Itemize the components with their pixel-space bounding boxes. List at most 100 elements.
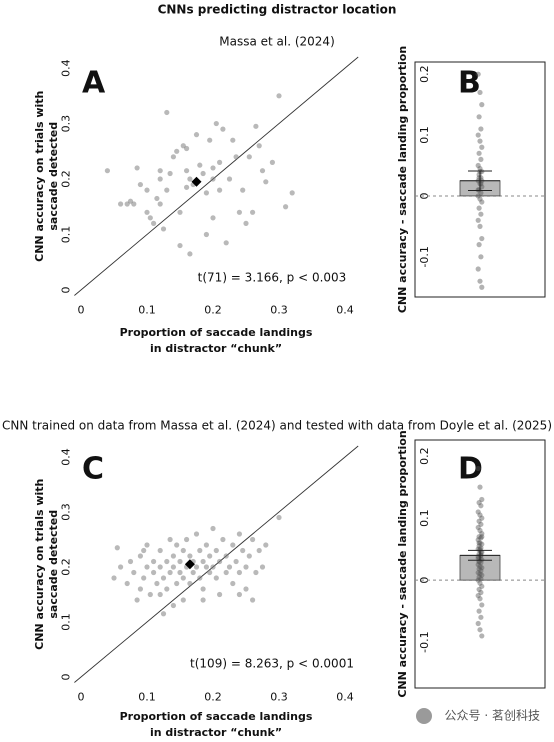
data-point bbox=[184, 145, 190, 152]
data-point bbox=[118, 564, 124, 570]
data-point bbox=[479, 144, 485, 150]
data-point bbox=[193, 531, 200, 537]
panel-letter: C bbox=[82, 452, 104, 487]
data-point bbox=[157, 168, 163, 174]
y-tick-label: 0 bbox=[59, 674, 72, 681]
annotation: t(71) = 3.166, p < 0.003 bbox=[198, 271, 347, 285]
watermark: 公众号 · 茗创科技 bbox=[445, 709, 540, 723]
x-tick-label: 0 bbox=[78, 691, 85, 704]
data-point bbox=[475, 217, 481, 223]
data-point bbox=[476, 150, 482, 156]
subtitle: CNN trained on data from Massa et al. (2… bbox=[2, 419, 552, 433]
data-point bbox=[157, 564, 163, 570]
data-point bbox=[127, 558, 134, 565]
data-point bbox=[184, 536, 190, 543]
data-point bbox=[477, 165, 483, 172]
data-point bbox=[477, 138, 483, 144]
data-point bbox=[475, 570, 481, 576]
data-point bbox=[477, 596, 483, 602]
data-point bbox=[157, 591, 163, 598]
data-point bbox=[243, 586, 249, 592]
data-point bbox=[476, 500, 482, 506]
data-point bbox=[200, 170, 206, 177]
data-point bbox=[236, 209, 242, 215]
data-point bbox=[477, 196, 483, 202]
data-point bbox=[187, 251, 193, 257]
data-point bbox=[131, 569, 137, 576]
data-point bbox=[144, 187, 150, 193]
y-tick-label: 0.4 bbox=[59, 59, 72, 77]
data-point bbox=[476, 574, 482, 580]
y-tick-label: 0.1 bbox=[418, 509, 431, 527]
data-point bbox=[475, 577, 481, 583]
panel-letter: D bbox=[458, 452, 483, 487]
data-point bbox=[207, 553, 213, 559]
data-point bbox=[479, 531, 485, 537]
data-point bbox=[250, 536, 256, 543]
data-point bbox=[213, 575, 219, 581]
y-tick-label: 0.2 bbox=[418, 65, 431, 83]
data-point bbox=[213, 120, 219, 127]
error-bar bbox=[460, 549, 500, 561]
data-point bbox=[220, 126, 226, 132]
data-point bbox=[477, 278, 483, 284]
data-point bbox=[479, 199, 485, 205]
data-point bbox=[476, 543, 482, 549]
data-point bbox=[250, 597, 256, 603]
data-point bbox=[200, 586, 206, 592]
x-axis-label: Proportion of saccade landings bbox=[120, 326, 313, 339]
data-point bbox=[475, 509, 481, 515]
panel-frame bbox=[414, 61, 546, 298]
data-point bbox=[167, 170, 173, 177]
mean-point bbox=[191, 176, 202, 187]
data-point bbox=[147, 591, 153, 598]
data-point bbox=[131, 201, 137, 207]
data-point bbox=[479, 602, 485, 608]
data-point bbox=[124, 580, 130, 587]
data-point bbox=[476, 242, 482, 248]
y-tick-label: 0.3 bbox=[59, 503, 72, 521]
data-point bbox=[177, 209, 183, 215]
data-point bbox=[164, 109, 170, 116]
y-tick-label: -0.1 bbox=[418, 246, 431, 267]
y-axis-label: CNN accuracy - saccade landing proportio… bbox=[396, 46, 409, 313]
x-tick-label: 0.1 bbox=[138, 691, 156, 704]
data-point bbox=[477, 484, 483, 490]
data-point bbox=[276, 93, 282, 99]
x-axis-label: Proportion of saccade landings bbox=[120, 710, 313, 723]
data-point bbox=[478, 211, 484, 217]
data-point bbox=[164, 187, 170, 193]
data-point bbox=[259, 168, 266, 174]
data-point bbox=[475, 524, 481, 531]
data-point bbox=[283, 204, 289, 210]
data-point bbox=[151, 558, 157, 565]
data-point bbox=[160, 226, 167, 232]
figure-title: CNNs predicting distractor location bbox=[158, 3, 397, 17]
x-tick-label: 0.2 bbox=[204, 691, 222, 704]
data-point bbox=[478, 254, 484, 260]
annotation: t(109) = 8.263, p < 0.0001 bbox=[190, 657, 354, 671]
data-point bbox=[174, 542, 180, 548]
data-point bbox=[289, 190, 295, 196]
data-point bbox=[167, 536, 173, 543]
identity-line bbox=[74, 56, 359, 296]
data-point bbox=[141, 547, 147, 554]
data-point bbox=[170, 602, 176, 609]
data-point bbox=[263, 542, 269, 548]
data-point bbox=[269, 159, 275, 165]
y-tick-label: 0 bbox=[418, 577, 431, 584]
data-point bbox=[478, 568, 484, 574]
data-point bbox=[193, 564, 200, 570]
data-point bbox=[203, 190, 209, 196]
data-point bbox=[475, 537, 481, 543]
data-point bbox=[476, 518, 482, 524]
data-point bbox=[478, 576, 484, 582]
data-point bbox=[477, 627, 483, 633]
data-point bbox=[479, 583, 485, 589]
data-point bbox=[144, 542, 150, 548]
data-point bbox=[154, 195, 160, 202]
data-point bbox=[479, 534, 485, 540]
data-point bbox=[259, 564, 266, 570]
data-point bbox=[144, 564, 150, 570]
